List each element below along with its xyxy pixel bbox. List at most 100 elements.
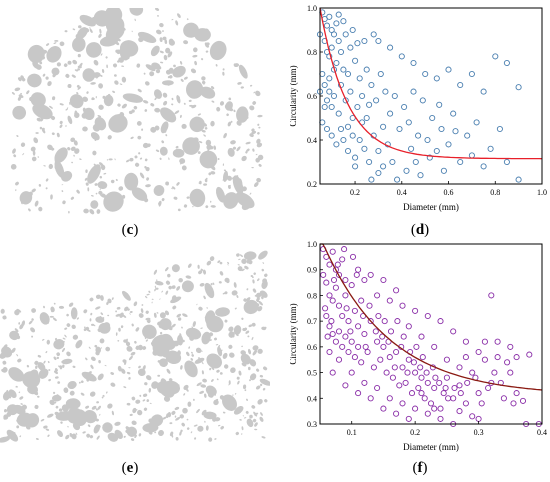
pore: [178, 277, 183, 283]
pore: [141, 304, 144, 306]
pore: [144, 158, 148, 162]
pore: [243, 298, 247, 302]
pore: [81, 371, 97, 382]
pore: [74, 110, 78, 117]
data-point: [330, 276, 338, 284]
data-point: [494, 354, 501, 361]
pore: [132, 180, 138, 187]
pore: [258, 300, 263, 306]
pore: [100, 53, 103, 56]
pore: [117, 365, 122, 372]
data-point: [337, 48, 345, 56]
pore: [47, 81, 52, 87]
pore: [223, 175, 230, 180]
pore: [175, 416, 181, 421]
pore: [161, 198, 165, 202]
pore: [125, 338, 128, 342]
pore: [72, 365, 76, 368]
pore: [207, 149, 210, 152]
pore: [212, 92, 215, 95]
pore: [49, 315, 54, 318]
pore: [3, 344, 8, 349]
data-point: [451, 384, 458, 392]
pore: [129, 313, 131, 315]
pore: [246, 297, 251, 302]
pore: [99, 338, 105, 344]
pore: [53, 356, 57, 361]
pore: [120, 325, 124, 329]
data-point: [405, 415, 412, 422]
data-point: [380, 405, 387, 412]
pore: [256, 297, 260, 301]
pore: [131, 420, 137, 426]
pore: [252, 101, 257, 105]
pore: [165, 181, 170, 186]
pore: [89, 209, 95, 215]
pore: [96, 401, 99, 404]
pore: [56, 132, 60, 138]
pore: [66, 324, 69, 327]
pore: [53, 391, 56, 394]
data-point: [488, 292, 495, 299]
pore: [209, 40, 227, 61]
pore: [97, 405, 101, 410]
pore: [142, 399, 146, 402]
pore: [184, 29, 189, 36]
data-point: [320, 271, 327, 278]
pore: [179, 114, 182, 118]
pore: [126, 346, 133, 352]
panel-label-e: (e): [121, 460, 139, 476]
pore: [134, 18, 136, 22]
pore: [124, 54, 130, 60]
pore: [145, 64, 156, 72]
pore: [61, 347, 66, 353]
pore: [171, 264, 180, 273]
pore: [168, 378, 173, 382]
pore: [224, 365, 227, 368]
data-point: [445, 141, 452, 148]
pore: [157, 374, 161, 377]
pore: [217, 344, 221, 348]
pore: [63, 387, 69, 393]
pore: [165, 290, 169, 295]
pore: [48, 163, 54, 170]
pore: [228, 331, 235, 338]
pore: [182, 407, 188, 414]
data-point: [358, 297, 365, 304]
pore: [59, 365, 63, 370]
data-point: [457, 81, 464, 89]
data-point: [375, 312, 382, 320]
pore: [159, 37, 163, 42]
pore: [20, 92, 23, 95]
pore: [194, 60, 197, 66]
pore: [126, 159, 130, 163]
pore: [43, 425, 48, 429]
pore: [97, 373, 104, 381]
pore: [68, 210, 70, 214]
pore: [101, 193, 107, 198]
pore: [76, 47, 79, 50]
pore: [134, 155, 138, 159]
pore: [70, 137, 76, 143]
pore: [205, 425, 209, 431]
pore: [98, 83, 102, 87]
pore: [249, 192, 252, 195]
data-point: [340, 136, 347, 144]
fit-curve: [319, 7, 543, 160]
pore: [54, 401, 57, 404]
pore: [74, 148, 80, 154]
data-point: [421, 395, 428, 402]
pore: [217, 158, 220, 160]
data-point: [432, 374, 439, 381]
pore: [56, 394, 60, 400]
data-point: [328, 318, 335, 325]
pore: [171, 97, 174, 101]
y-tick-label: 0.8: [307, 48, 317, 57]
pore: [247, 366, 251, 371]
pore: [131, 30, 133, 33]
pore: [179, 60, 183, 65]
pore: [186, 418, 189, 421]
pore: [102, 422, 113, 433]
data-point: [340, 66, 347, 73]
pore: [98, 360, 101, 364]
